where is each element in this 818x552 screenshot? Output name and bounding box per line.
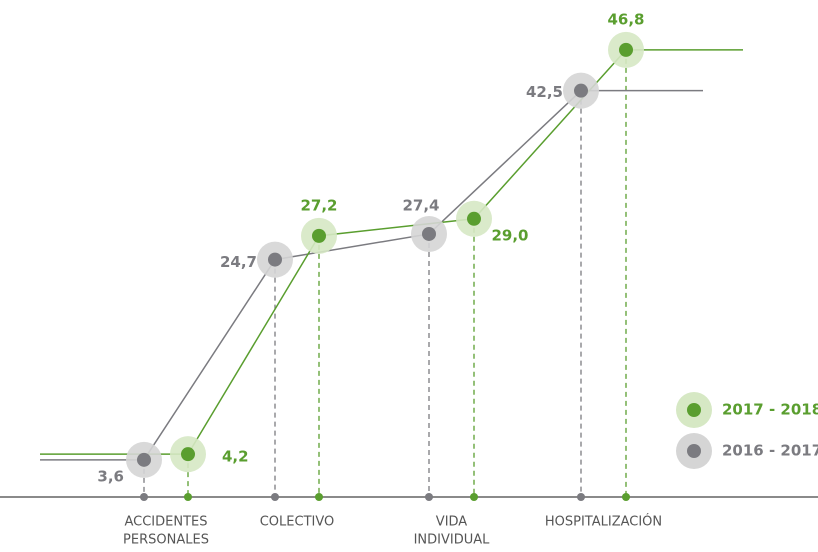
legend-label: 2016 - 2017	[722, 442, 818, 460]
legend-dot	[687, 403, 701, 417]
value-label: 27,4	[402, 196, 439, 214]
legend-label: 2017 - 2018	[722, 401, 818, 419]
value-label: 3,6	[97, 467, 124, 485]
baseline-dot	[184, 493, 192, 501]
baseline-dot	[470, 493, 478, 501]
baseline-dot	[622, 493, 630, 501]
x-tick-label: PERSONALES	[123, 533, 209, 548]
point	[137, 452, 151, 467]
series-line	[187, 49, 627, 455]
x-tick-label: HOSPITALIZACIÓN	[545, 514, 662, 530]
baseline-dot	[425, 493, 433, 501]
baseline-dot	[271, 493, 279, 501]
series-line	[143, 90, 582, 461]
value-label: 46,8	[607, 10, 644, 28]
value-label: 27,2	[300, 196, 337, 214]
value-label: 29,0	[491, 226, 528, 244]
value-label: 4,2	[222, 448, 249, 466]
point	[574, 83, 588, 98]
value-label: 42,5	[526, 83, 563, 101]
x-tick-label: INDIVIDUAL	[414, 533, 491, 548]
x-tick-label: COLECTIVO	[260, 515, 335, 530]
baseline-dot	[140, 493, 148, 501]
x-tick-label: VIDA	[436, 515, 468, 530]
point	[181, 447, 195, 462]
x-tick-label: ACCIDENTES	[124, 515, 207, 530]
point	[268, 252, 282, 267]
point	[312, 228, 326, 243]
baseline-dot	[577, 493, 585, 501]
point	[422, 226, 436, 241]
point	[619, 42, 633, 57]
point	[467, 211, 481, 226]
value-label: 24,7	[220, 253, 257, 271]
legend-dot	[687, 444, 701, 458]
baseline-dot	[315, 493, 323, 501]
